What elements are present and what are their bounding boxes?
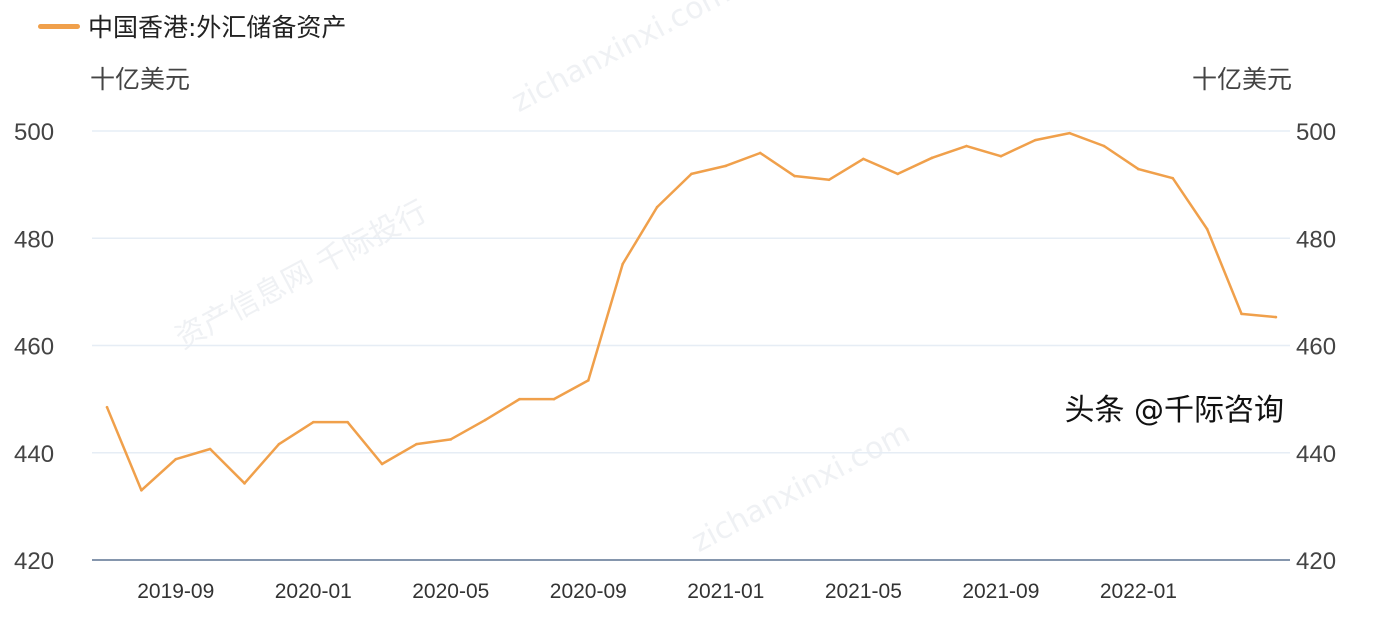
y-tick-label-right: 440 — [1296, 441, 1336, 468]
data-point — [862, 157, 865, 161]
data-point — [552, 397, 556, 401]
data-point — [208, 447, 212, 451]
data-point — [449, 438, 453, 441]
data-point — [1240, 312, 1243, 316]
x-tick-label: 2021-09 — [962, 580, 1039, 603]
source-watermark: 头条 @千际咨询 — [1064, 393, 1284, 428]
data-point — [1068, 131, 1071, 135]
data-point — [896, 172, 900, 176]
left-axis-unit: 十亿美元 — [90, 65, 191, 94]
data-point — [380, 462, 384, 466]
data-point — [1171, 176, 1175, 180]
data-point — [999, 154, 1003, 158]
data-point — [587, 379, 590, 382]
x-tick-label: 2021-05 — [825, 580, 902, 603]
legend: 中国香港:外汇储备资产 — [38, 8, 346, 44]
data-point — [758, 151, 762, 155]
data-point — [965, 144, 968, 148]
y-tick-label-right: 480 — [1296, 226, 1336, 253]
x-tick-label: 2020-01 — [275, 580, 352, 603]
data-point — [277, 442, 281, 446]
data-point — [1102, 144, 1106, 148]
y-tick-label-left: 440 — [14, 441, 54, 468]
data-point — [690, 172, 693, 176]
data-point — [827, 178, 831, 182]
data-point — [1033, 138, 1037, 142]
y-tick-label-right: 500 — [1296, 119, 1336, 146]
data-point — [311, 420, 315, 424]
data-point — [724, 164, 728, 168]
data-point — [1137, 167, 1140, 171]
data-point — [655, 205, 659, 209]
data-point — [930, 156, 934, 160]
y-tick-label-right: 460 — [1296, 334, 1336, 361]
data-point — [1274, 315, 1278, 319]
y-tick-label-left: 420 — [14, 548, 54, 575]
x-tick-label: 2020-05 — [412, 580, 489, 603]
data-point — [105, 405, 109, 409]
data-point — [415, 442, 418, 446]
data-point — [518, 397, 521, 401]
right-axis-unit: 十亿美元 — [1191, 65, 1292, 94]
y-tick-label-right: 420 — [1296, 548, 1336, 575]
data-point — [174, 457, 178, 461]
series-line — [105, 131, 1277, 492]
y-tick-label-left: 460 — [14, 334, 54, 361]
data-point — [346, 420, 349, 424]
data-point — [243, 482, 246, 485]
data-point — [483, 418, 487, 422]
x-tick-label: 2020-09 — [550, 580, 627, 603]
data-point — [621, 262, 624, 266]
y-tick-label-left: 480 — [14, 226, 54, 253]
x-tick-label: 2022-01 — [1100, 580, 1177, 603]
data-point — [793, 174, 796, 178]
y-tick-label-left: 500 — [14, 119, 54, 146]
legend-label: 中国香港:外汇储备资产 — [88, 13, 347, 42]
x-tick-label: 2021-01 — [687, 580, 764, 603]
legend-swatch — [38, 23, 80, 29]
data-point — [140, 488, 143, 492]
data-point — [1205, 227, 1209, 231]
x-tick-label: 2019-09 — [137, 580, 214, 603]
